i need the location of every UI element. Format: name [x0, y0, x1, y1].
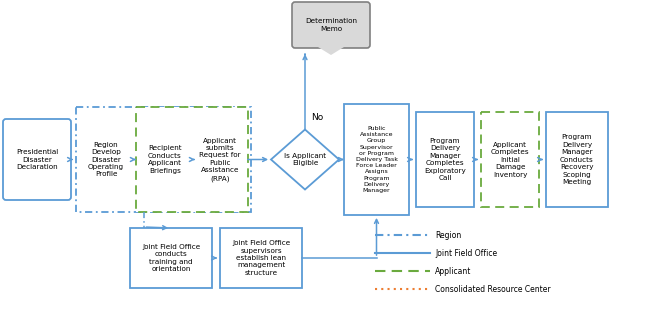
- Text: Is Applicant
Eligible: Is Applicant Eligible: [284, 153, 326, 166]
- Text: Program
Delivery
Manager
Conducts
Recovery
Scoping
Meeting: Program Delivery Manager Conducts Recove…: [560, 134, 594, 185]
- Text: Applicant: Applicant: [435, 266, 471, 275]
- FancyBboxPatch shape: [344, 104, 409, 215]
- FancyBboxPatch shape: [546, 112, 608, 207]
- FancyBboxPatch shape: [130, 228, 212, 288]
- Text: Joint Field Office
conducts
training and
orientation: Joint Field Office conducts training and…: [142, 244, 200, 272]
- Text: Region
Develop
Disaster
Operating
Profile: Region Develop Disaster Operating Profil…: [88, 141, 124, 177]
- FancyBboxPatch shape: [136, 107, 248, 212]
- FancyBboxPatch shape: [220, 228, 302, 288]
- Text: Program
Delivery
Manager
Completes
Exploratory
Call: Program Delivery Manager Completes Explo…: [424, 138, 466, 181]
- FancyBboxPatch shape: [416, 112, 474, 207]
- Text: No: No: [311, 113, 323, 122]
- Polygon shape: [315, 45, 347, 55]
- Text: Determination
Memo: Determination Memo: [305, 18, 357, 32]
- Text: Public
Assistance
Group
Supervisor
or Program
Delivery Task
Force Leader
Assigns: Public Assistance Group Supervisor or Pr…: [356, 126, 398, 193]
- Polygon shape: [271, 130, 339, 189]
- Text: Joint Field Office: Joint Field Office: [435, 249, 497, 258]
- Text: Region: Region: [435, 230, 462, 239]
- FancyBboxPatch shape: [292, 2, 370, 48]
- Text: Recipient
Conducts
Applicant
Briefings: Recipient Conducts Applicant Briefings: [148, 145, 182, 174]
- Text: Applicant
Completes
Initial
Damage
Inventory: Applicant Completes Initial Damage Inven…: [491, 141, 529, 177]
- FancyBboxPatch shape: [481, 112, 539, 207]
- Text: Joint Field Office
supervisors
establish lean
management
structure: Joint Field Office supervisors establish…: [232, 240, 290, 276]
- Text: Consolidated Resource Center: Consolidated Resource Center: [435, 285, 551, 294]
- FancyBboxPatch shape: [3, 119, 71, 200]
- Text: Applicant
submits
Request for
Public
Assistance
(RPA): Applicant submits Request for Public Ass…: [199, 137, 240, 182]
- FancyBboxPatch shape: [76, 107, 251, 212]
- Text: Presidential
Disaster
Declaration: Presidential Disaster Declaration: [16, 149, 58, 170]
